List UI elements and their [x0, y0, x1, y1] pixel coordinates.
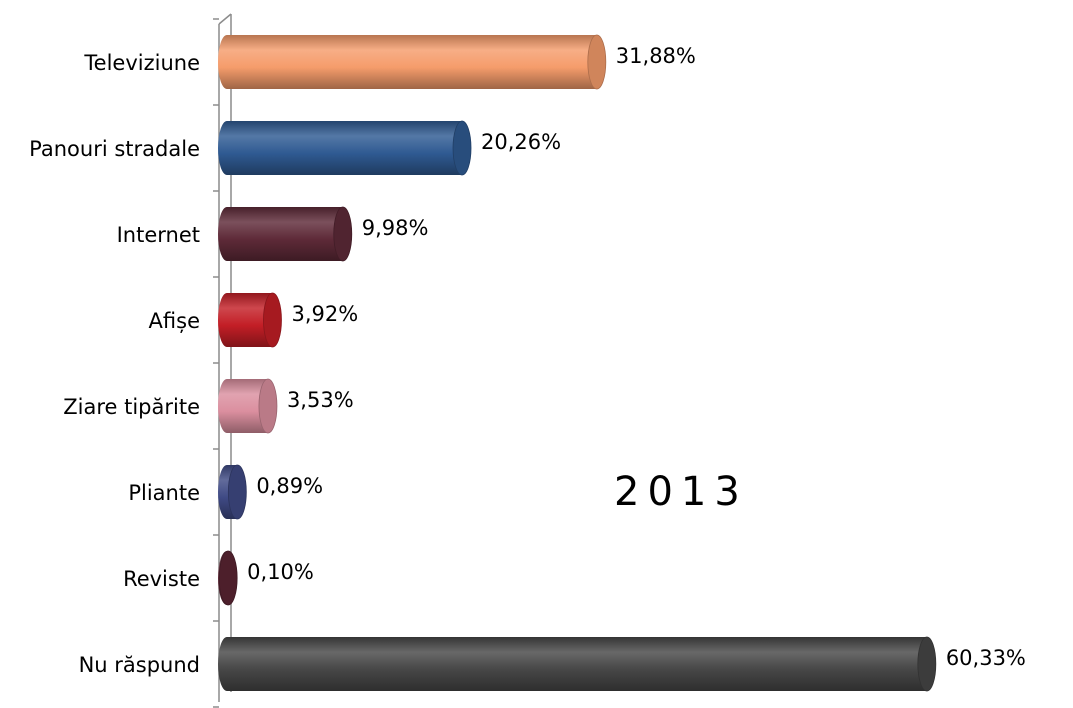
bar-end-cap	[218, 550, 238, 606]
bar-nu-răspund	[218, 637, 936, 691]
category-label: Televiziune	[83, 51, 200, 75]
category-label: Afișe	[149, 309, 200, 333]
category-label: Reviste	[123, 567, 200, 591]
bar-end-cap	[587, 34, 607, 90]
category-label: Pliante	[128, 481, 200, 505]
category-label: Panouri stradale	[29, 137, 200, 161]
value-label: 31,88%	[616, 44, 696, 68]
y-axis-top-edge	[218, 13, 232, 25]
bar-internet	[218, 207, 352, 261]
bar-panouri-stradale	[218, 121, 472, 175]
labels-layer: Televiziune 31,88% Panouri stradale 20,26% I…	[29, 44, 1026, 677]
bar-end-cap	[452, 120, 472, 176]
category-label: Nu răspund	[79, 653, 200, 677]
category-label: Internet	[117, 223, 200, 247]
bar-end-cap	[263, 292, 282, 348]
year-annotation: 2013	[614, 469, 748, 515]
bar-end-cap	[917, 636, 937, 692]
value-label: 9,98%	[362, 216, 429, 240]
value-label: 3,53%	[287, 388, 354, 412]
bar-televiziune	[218, 35, 606, 89]
bar-end-cap	[333, 206, 353, 262]
bar-end-cap	[227, 464, 247, 520]
value-label: 0,89%	[256, 474, 323, 498]
bar-end-cap	[258, 378, 278, 434]
value-label: 3,92%	[291, 302, 358, 326]
category-label: Ziare tipărite	[63, 395, 200, 419]
bars-layer	[218, 34, 937, 692]
value-label: 20,26%	[481, 130, 561, 154]
value-label: 0,10%	[247, 560, 314, 584]
value-label: 60,33%	[946, 646, 1026, 670]
